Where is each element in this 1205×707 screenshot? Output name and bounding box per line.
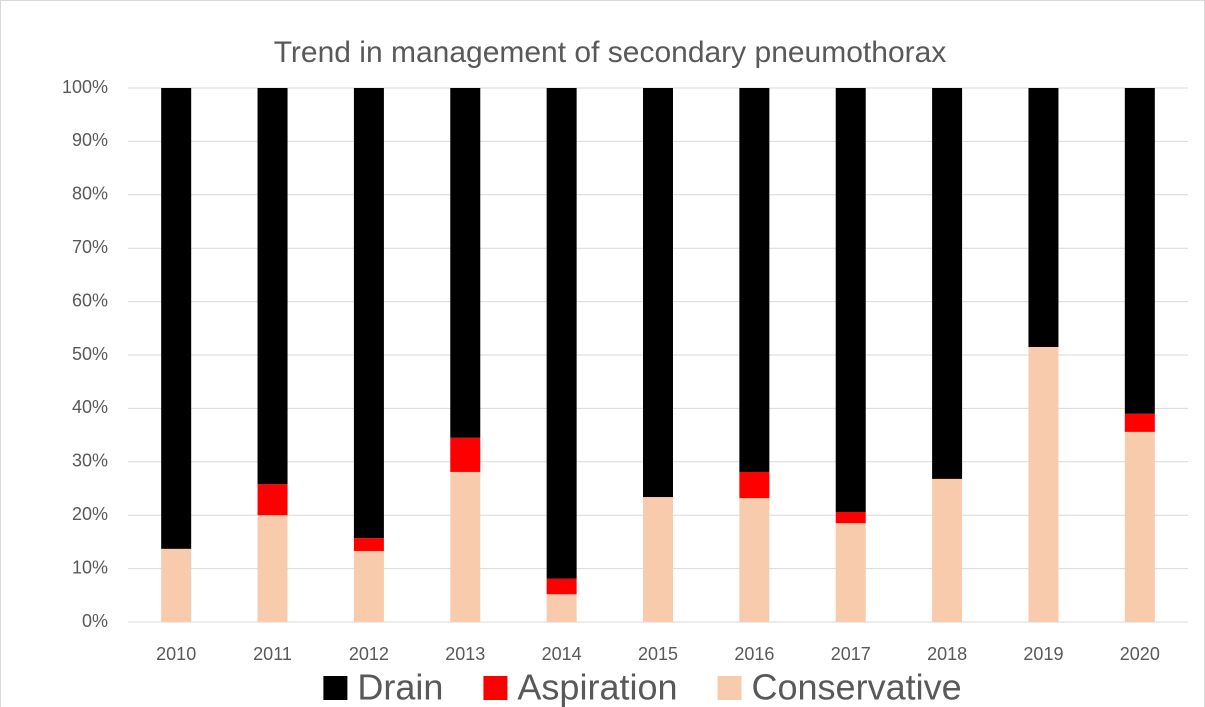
x-tick-label: 2018 <box>927 644 967 664</box>
x-tick-label: 2012 <box>349 644 389 664</box>
x-tick-label: 2017 <box>831 644 871 664</box>
x-tick-label: 2019 <box>1023 644 1063 664</box>
y-tick-label: 80% <box>72 184 108 204</box>
x-tick-label: 2015 <box>638 644 678 664</box>
bar-segment <box>257 515 288 622</box>
bar-segment <box>1124 88 1155 414</box>
bar-segment <box>353 88 384 539</box>
bar-segment <box>546 594 577 622</box>
bar-segment <box>739 471 770 499</box>
y-tick-label: 60% <box>72 290 108 310</box>
bar-segment <box>546 88 577 579</box>
x-tick-label: 2020 <box>1120 644 1160 664</box>
legend-label: Aspiration <box>517 667 677 707</box>
x-tick-label: 2014 <box>542 644 582 664</box>
bar-segment <box>450 471 481 622</box>
bar-segment <box>161 88 192 549</box>
y-tick-label: 70% <box>72 237 108 257</box>
legend-swatch <box>483 676 508 700</box>
y-tick-label: 20% <box>72 504 108 524</box>
legend-swatch <box>323 676 348 700</box>
bar-segment <box>932 88 963 479</box>
bar-segment <box>1028 88 1059 347</box>
bar-segment <box>450 88 481 438</box>
bar-segment <box>1028 346 1059 622</box>
legend-swatch <box>717 676 742 700</box>
bar-segment <box>353 538 384 551</box>
legend-label: Conservative <box>752 667 962 707</box>
bar-segment <box>546 578 577 595</box>
legend-label: Drain <box>357 667 443 707</box>
bar-segment <box>161 548 192 622</box>
bar-segment <box>1124 413 1155 432</box>
bar-segment <box>835 523 866 622</box>
y-tick-label: 50% <box>72 344 108 364</box>
bar-segment <box>1124 431 1155 622</box>
x-tick-label: 2016 <box>734 644 774 664</box>
bar-segment <box>257 88 288 485</box>
x-tick-label: 2010 <box>156 644 196 664</box>
bar-segment <box>739 88 770 472</box>
bar-segment <box>450 437 481 472</box>
y-tick-label: 40% <box>72 397 108 417</box>
bar-segment <box>643 497 673 622</box>
bar-segment <box>643 88 673 498</box>
bar-segment <box>835 88 866 512</box>
bar-segment <box>932 478 963 622</box>
y-tick-label: 90% <box>72 130 108 150</box>
y-tick-label: 30% <box>72 451 108 471</box>
y-tick-label: 0% <box>82 611 108 631</box>
y-tick-label: 100% <box>62 77 108 97</box>
bar-segment <box>739 498 770 622</box>
bar-segment <box>353 550 384 622</box>
x-tick-label: 2013 <box>445 644 485 664</box>
bar-segment <box>835 511 866 524</box>
bar-segment <box>257 484 288 516</box>
chart-title: Trend in management of secondary pneumot… <box>274 36 947 69</box>
y-tick-label: 10% <box>72 557 108 577</box>
x-tick-label: 2011 <box>253 644 292 664</box>
